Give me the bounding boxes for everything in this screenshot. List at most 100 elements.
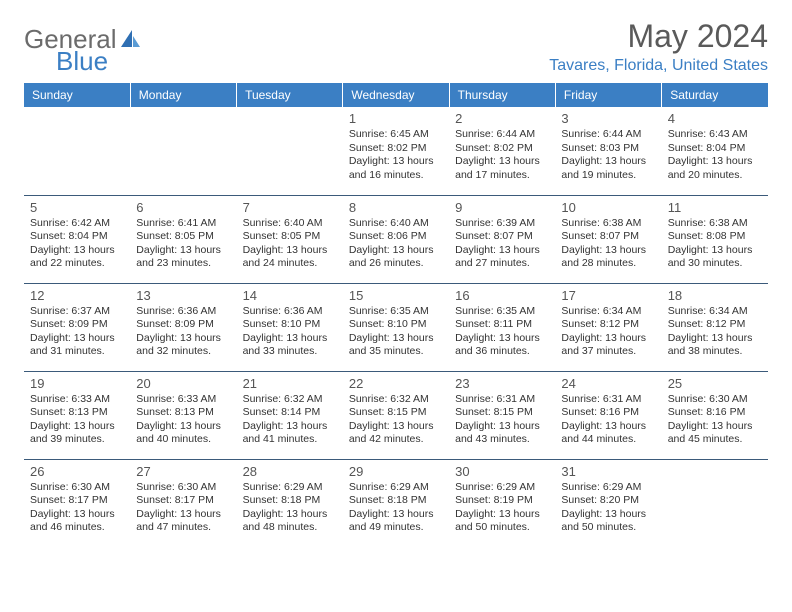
calendar-page: General May 2024 Tavares, Florida, Unite… (0, 0, 792, 565)
calendar-day-cell: 26Sunrise: 6:30 AMSunset: 8:17 PMDayligh… (24, 459, 130, 547)
day-info: Sunrise: 6:30 AMSunset: 8:17 PMDaylight:… (136, 481, 230, 536)
sunset-text: Sunset: 8:02 PM (349, 142, 443, 156)
sunrise-text: Sunrise: 6:43 AM (668, 128, 762, 142)
day-info: Sunrise: 6:35 AMSunset: 8:11 PMDaylight:… (455, 305, 549, 360)
sunrise-text: Sunrise: 6:40 AM (349, 217, 443, 231)
calendar-day-cell: 22Sunrise: 6:32 AMSunset: 8:15 PMDayligh… (343, 371, 449, 459)
sunrise-text: Sunrise: 6:30 AM (30, 481, 124, 495)
sunrise-text: Sunrise: 6:36 AM (243, 305, 337, 319)
weekday-header: Saturday (662, 83, 768, 107)
daylight-text: Daylight: 13 hours and 38 minutes. (668, 332, 762, 359)
weekday-header: Sunday (24, 83, 130, 107)
calendar-day-cell: 20 Sunrise: 6:33 AMSunset: 8:13 PMDayligh… (130, 371, 236, 459)
calendar-day-cell (237, 107, 343, 195)
day-info: Sunrise: 6:29 AMSunset: 8:18 PMDaylight:… (243, 481, 337, 536)
sunset-text: Sunset: 8:08 PM (668, 230, 762, 244)
day-info: Sunrise: 6:30 AMSunset: 8:16 PMDaylight:… (668, 393, 762, 448)
calendar-body: 1Sunrise: 6:45 AMSunset: 8:02 PMDaylight… (24, 107, 768, 547)
daylight-text: Daylight: 13 hours and 24 minutes. (243, 244, 337, 271)
sunset-text: Sunset: 8:17 PM (30, 494, 124, 508)
daylight-text: Daylight: 13 hours and 49 minutes. (349, 508, 443, 535)
sunset-text: Sunset: 8:07 PM (455, 230, 549, 244)
calendar-day-cell: 6Sunrise: 6:41 AMSunset: 8:05 PMDaylight… (130, 195, 236, 283)
day-number: 9 (455, 200, 549, 215)
daylight-text: Daylight: 13 hours and 50 minutes. (455, 508, 549, 535)
daylight-text: Daylight: 13 hours and 47 minutes. (136, 508, 230, 535)
sunrise-text: Sunrise: 6:34 AM (668, 305, 762, 319)
sunrise-text: Sunrise: 6:31 AM (455, 393, 549, 407)
sunset-text: Sunset: 8:15 PM (455, 406, 549, 420)
logo-text-2: Blue (56, 46, 108, 77)
day-info: Sunrise: 6:29 AMSunset: 8:18 PMDaylight:… (349, 481, 443, 536)
calendar-day-cell: 31Sunrise: 6:29 AMSunset: 8:20 PMDayligh… (555, 459, 661, 547)
day-number: 7 (243, 200, 337, 215)
sunset-text: Sunset: 8:03 PM (561, 142, 655, 156)
calendar-day-cell: 28Sunrise: 6:29 AMSunset: 8:18 PMDayligh… (237, 459, 343, 547)
day-info: Sunrise: 6:31 AMSunset: 8:16 PMDaylight:… (561, 393, 655, 448)
sunrise-text: Sunrise: 6:29 AM (561, 481, 655, 495)
daylight-text: Daylight: 13 hours and 41 minutes. (243, 420, 337, 447)
daylight-text: Daylight: 13 hours and 35 minutes. (349, 332, 443, 359)
day-number: 21 (243, 376, 337, 391)
calendar-day-cell (24, 107, 130, 195)
sunrise-text: Sunrise: 6:33 AM (136, 393, 230, 407)
logo-sail-icon (121, 30, 141, 53)
daylight-text: Daylight: 13 hours and 28 minutes. (561, 244, 655, 271)
sunrise-text: Sunrise: 6:34 AM (561, 305, 655, 319)
sunrise-text: Sunrise: 6:32 AM (349, 393, 443, 407)
title-block: May 2024 Tavares, Florida, United States (549, 18, 768, 75)
sunrise-text: Sunrise: 6:41 AM (136, 217, 230, 231)
calendar-day-cell: 29 Sunrise: 6:29 AMSunset: 8:18 PMDayligh… (343, 459, 449, 547)
sunrise-text: Sunrise: 6:44 AM (455, 128, 549, 142)
logo-line2-wrap: Blue (24, 40, 108, 77)
day-info: Sunrise: 6:42 AMSunset: 8:04 PMDaylight:… (30, 217, 124, 272)
day-number: 1 (349, 111, 443, 126)
calendar-day-cell: 1Sunrise: 6:45 AMSunset: 8:02 PMDaylight… (343, 107, 449, 195)
day-info: Sunrise: 6:38 AMSunset: 8:08 PMDaylight:… (668, 217, 762, 272)
day-number: 20 (136, 376, 230, 391)
sunrise-text: Sunrise: 6:37 AM (30, 305, 124, 319)
sunset-text: Sunset: 8:09 PM (30, 318, 124, 332)
sunrise-text: Sunrise: 6:35 AM (349, 305, 443, 319)
day-info: Sunrise: 6:35 AMSunset: 8:10 PMDaylight:… (349, 305, 443, 360)
sunset-text: Sunset: 8:05 PM (243, 230, 337, 244)
day-number: 13 (136, 288, 230, 303)
calendar-day-cell: 10 Sunrise: 6:38 AMSunset: 8:07 PMDayligh… (555, 195, 661, 283)
day-info: Sunrise: 6:41 AMSunset: 8:05 PMDaylight:… (136, 217, 230, 272)
calendar-day-cell: 17Sunrise: 6:34 AMSunset: 8:12 PMDayligh… (555, 283, 661, 371)
daylight-text: Daylight: 13 hours and 30 minutes. (668, 244, 762, 271)
day-info: Sunrise: 6:43 AMSunset: 8:04 PMDaylight:… (668, 128, 762, 183)
calendar-day-cell: 7 Sunrise: 6:40 AMSunset: 8:05 PMDaylight… (237, 195, 343, 283)
daylight-text: Daylight: 13 hours and 39 minutes. (30, 420, 124, 447)
calendar-day-cell: 5Sunrise: 6:42 AMSunset: 8:04 PMDaylight… (24, 195, 130, 283)
day-info: Sunrise: 6:33 AMSunset: 8:13 PMDaylight:… (30, 393, 124, 448)
day-number: 31 (561, 464, 655, 479)
calendar-day-cell: 13Sunrise: 6:36 AMSunset: 8:09 PMDayligh… (130, 283, 236, 371)
day-number: 18 (668, 288, 762, 303)
weekday-header: Monday (130, 83, 236, 107)
sunset-text: Sunset: 8:18 PM (243, 494, 337, 508)
sunset-text: Sunset: 8:14 PM (243, 406, 337, 420)
day-info: Sunrise: 6:38 AMSunset: 8:07 PMDaylight:… (561, 217, 655, 272)
day-number: 10 (561, 200, 655, 215)
day-info: Sunrise: 6:40 AMSunset: 8:05 PMDaylight:… (243, 217, 337, 272)
calendar-day-cell (130, 107, 236, 195)
calendar-day-cell: 18Sunrise: 6:34 AMSunset: 8:12 PMDayligh… (662, 283, 768, 371)
calendar-day-cell: 15Sunrise: 6:35 AMSunset: 8:10 PMDayligh… (343, 283, 449, 371)
day-number: 27 (136, 464, 230, 479)
day-info: Sunrise: 6:33 AMSunset: 8:13 PMDaylight:… (136, 393, 230, 448)
daylight-text: Daylight: 13 hours and 46 minutes. (30, 508, 124, 535)
sunrise-text: Sunrise: 6:38 AM (668, 217, 762, 231)
calendar-header-row: SundayMondayTuesdayWednesdayThursdayFrid… (24, 83, 768, 107)
sunset-text: Sunset: 8:13 PM (136, 406, 230, 420)
calendar-week-row: 5Sunrise: 6:42 AMSunset: 8:04 PMDaylight… (24, 195, 768, 283)
calendar-day-cell: 16Sunrise: 6:35 AMSunset: 8:11 PMDayligh… (449, 283, 555, 371)
daylight-text: Daylight: 13 hours and 16 minutes. (349, 155, 443, 182)
calendar-day-cell: 4Sunrise: 6:43 AMSunset: 8:04 PMDaylight… (662, 107, 768, 195)
sunrise-text: Sunrise: 6:33 AM (30, 393, 124, 407)
location: Tavares, Florida, United States (549, 57, 768, 75)
daylight-text: Daylight: 13 hours and 50 minutes. (561, 508, 655, 535)
day-number: 29 (349, 464, 443, 479)
daylight-text: Daylight: 13 hours and 43 minutes. (455, 420, 549, 447)
calendar-day-cell: 30Sunrise: 6:29 AMSunset: 8:19 PMDayligh… (449, 459, 555, 547)
